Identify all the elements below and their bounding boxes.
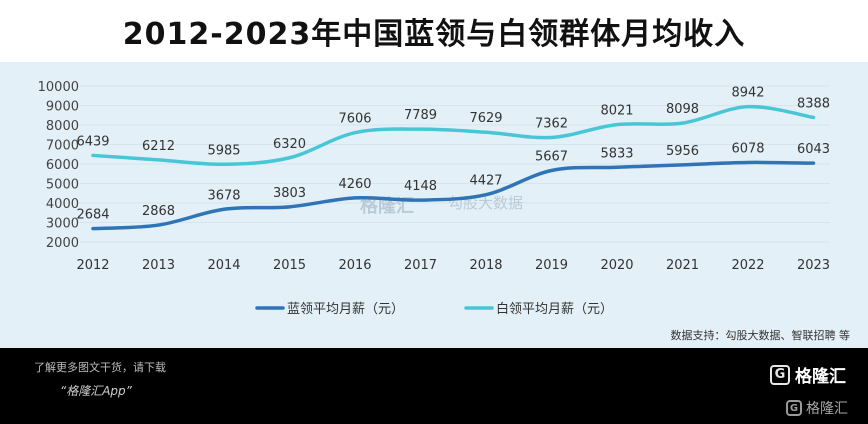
y-tick-label: 9000 — [46, 100, 79, 115]
x-tick-label: 2021 — [666, 258, 699, 273]
data-label: 2684 — [76, 208, 109, 223]
y-tick-label: 6000 — [46, 158, 79, 173]
footer-bar — [0, 348, 868, 424]
brand-logo: G 格隆汇 — [770, 362, 846, 387]
legend-label: 白领平均月薪（元） — [496, 301, 613, 317]
series-line-2 — [91, 104, 816, 167]
data-label: 6320 — [273, 137, 306, 152]
x-tick-label: 2012 — [76, 258, 109, 273]
app-name-text: “格隆汇App” — [60, 384, 132, 398]
data-label: 8098 — [666, 102, 699, 117]
brand-watermark-text: 格隆汇 — [806, 401, 848, 417]
x-tick-label: 2019 — [535, 258, 568, 273]
x-tick-label: 2018 — [469, 258, 502, 273]
y-tick-label: 3000 — [46, 217, 79, 232]
data-label: 5667 — [535, 149, 568, 164]
data-label: 2868 — [142, 204, 175, 219]
download-prompt: 了解更多图文干货，请下载 — [34, 361, 166, 374]
data-label: 7629 — [469, 111, 502, 126]
chart-panel — [0, 62, 868, 348]
data-label: 4427 — [469, 174, 502, 189]
data-label: 5985 — [207, 143, 240, 158]
x-tick-label: 2015 — [273, 258, 306, 273]
brand-watermark-icon: G — [786, 400, 802, 416]
brand-watermark: G 格隆汇 — [786, 398, 848, 418]
series-line-1 — [91, 160, 816, 231]
x-tick-label: 2013 — [142, 258, 175, 273]
data-label: 8021 — [600, 104, 633, 119]
x-tick-label: 2020 — [600, 258, 633, 273]
data-label: 6212 — [142, 139, 175, 154]
data-label: 6043 — [797, 142, 830, 157]
data-label: 5833 — [600, 146, 633, 161]
data-label: 7606 — [338, 112, 371, 127]
x-tick-label: 2016 — [338, 258, 371, 273]
y-tick-label: 10000 — [38, 80, 79, 95]
data-label: 7362 — [535, 116, 568, 131]
income-line-chart: 格隆汇 勾股大数据20003000400050006000700080009000… — [38, 80, 830, 317]
y-tick-label: 8000 — [46, 119, 79, 134]
legend-label: 蓝领平均月薪（元） — [287, 302, 404, 317]
data-label: 3803 — [273, 186, 306, 201]
y-tick-label: 2000 — [46, 236, 79, 251]
brand-logo-text: 格隆汇 — [795, 367, 846, 387]
x-tick-label: 2017 — [404, 258, 437, 273]
x-tick-label: 2014 — [207, 258, 240, 273]
data-label: 4260 — [338, 177, 371, 192]
page-title: 2012-2023年中国蓝领与白领群体月均收入 — [0, 0, 868, 62]
data-label: 6078 — [731, 141, 764, 156]
data-label: 4148 — [404, 179, 437, 194]
data-source-note: 数据支持：勾股大数据、智联招聘 等 — [670, 329, 851, 342]
data-label: 5956 — [666, 144, 699, 159]
data-label: 6439 — [76, 134, 109, 149]
data-label: 3678 — [207, 188, 240, 203]
x-tick-label: 2022 — [731, 258, 764, 273]
x-tick-label: 2023 — [797, 258, 830, 273]
brand-g-icon: G — [770, 364, 790, 385]
y-tick-label: 5000 — [46, 178, 79, 193]
y-tick-label: 7000 — [46, 139, 79, 154]
data-label: 8388 — [797, 96, 830, 111]
y-tick-label: 4000 — [46, 197, 79, 212]
data-label: 8942 — [731, 86, 764, 101]
data-label: 7789 — [404, 108, 437, 123]
